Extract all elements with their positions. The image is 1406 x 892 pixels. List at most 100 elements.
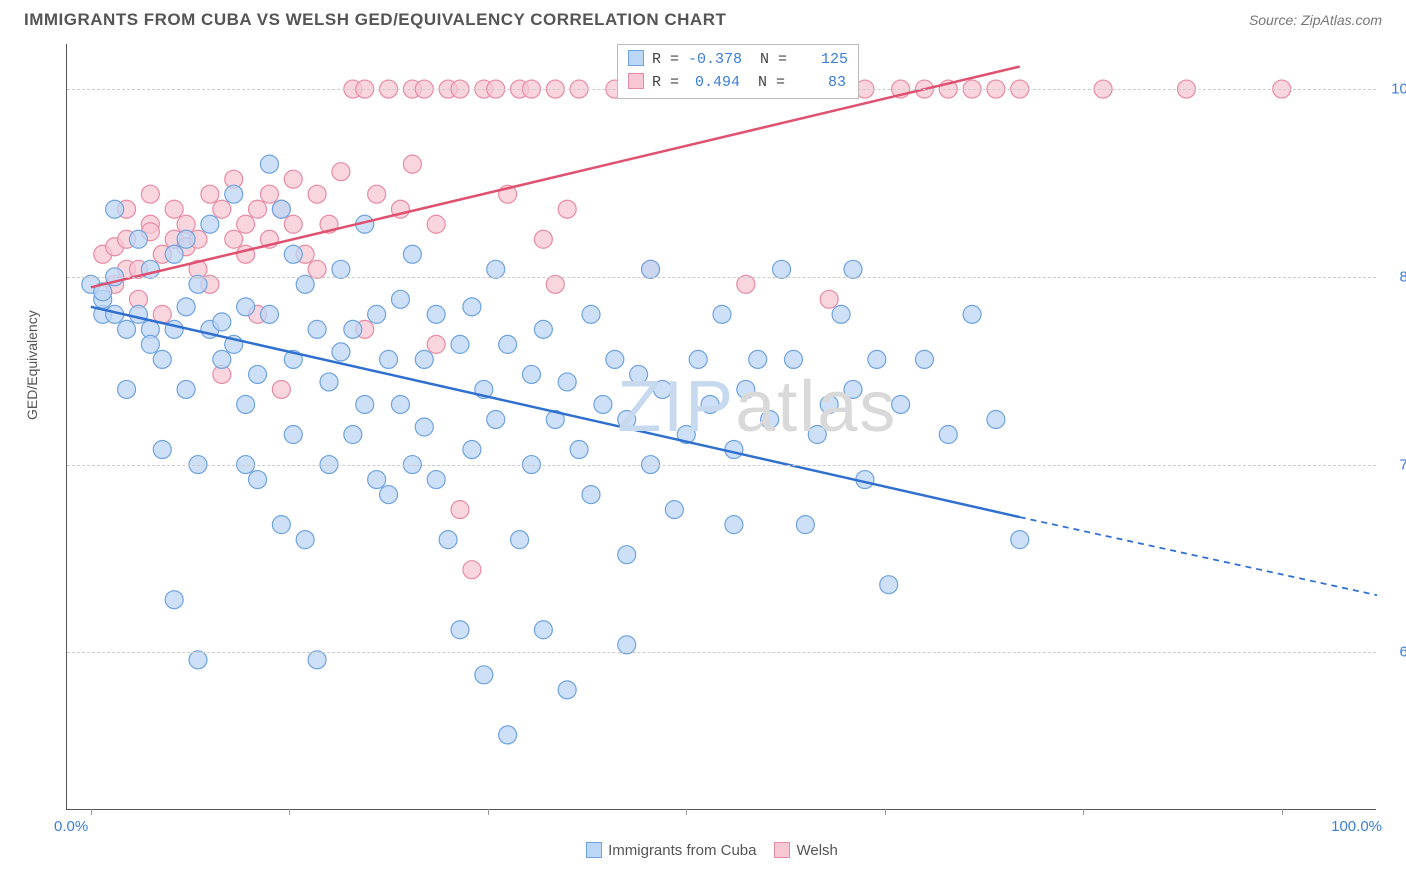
cuba-point <box>618 636 636 654</box>
cuba-point <box>118 320 136 338</box>
cuba-point <box>427 471 445 489</box>
x-tick-first: 0.0% <box>54 818 88 835</box>
cuba-point <box>284 426 302 444</box>
cuba-point <box>642 260 660 278</box>
cuba-point <box>784 350 802 368</box>
cuba-point <box>892 395 910 413</box>
scatter-plot-svg <box>67 44 1376 809</box>
cuba-point <box>475 666 493 684</box>
chart-title: IMMIGRANTS FROM CUBA VS WELSH GED/EQUIVA… <box>24 10 726 30</box>
cuba-point <box>177 380 195 398</box>
cuba-point <box>463 441 481 459</box>
cuba-point <box>308 320 326 338</box>
cuba-point <box>820 395 838 413</box>
cuba-point <box>915 350 933 368</box>
cuba-point <box>165 245 183 263</box>
cuba-point <box>451 621 469 639</box>
welsh-point <box>427 215 445 233</box>
welsh-point <box>403 155 421 173</box>
cuba-point <box>284 245 302 263</box>
cuba-point <box>868 350 886 368</box>
cuba-point <box>213 350 231 368</box>
cuba-point <box>415 418 433 436</box>
cuba-point <box>749 350 767 368</box>
welsh-point <box>427 335 445 353</box>
gridline-h <box>67 277 1376 278</box>
correlation-stats-box: R = -0.378 N = 125R = 0.494 N = 83 <box>617 44 859 99</box>
cuba-point <box>129 230 147 248</box>
cuba-point <box>689 350 707 368</box>
cuba-point <box>594 395 612 413</box>
cuba-point <box>368 305 386 323</box>
cuba-point <box>463 298 481 316</box>
cuba-point <box>129 305 147 323</box>
cuba-point <box>844 260 862 278</box>
welsh-point <box>332 163 350 181</box>
cuba-point <box>761 410 779 428</box>
cuba-point <box>356 395 374 413</box>
cuba-point <box>177 298 195 316</box>
cuba-point <box>808 426 826 444</box>
cuba-point <box>522 365 540 383</box>
cuba-point <box>249 365 267 383</box>
cuba-point <box>380 350 398 368</box>
gridline-h <box>67 465 1376 466</box>
cuba-point <box>630 365 648 383</box>
cuba-point <box>499 726 517 744</box>
welsh-point <box>820 290 838 308</box>
cuba-point <box>153 350 171 368</box>
x-tick-mark <box>1083 809 1084 815</box>
cuba-point <box>487 410 505 428</box>
x-tick-mark <box>91 809 92 815</box>
welsh-point <box>141 185 159 203</box>
cuba-point <box>380 486 398 504</box>
cuba-point <box>534 320 552 338</box>
cuba-point <box>118 380 136 398</box>
chart-source: Source: ZipAtlas.com <box>1249 12 1382 28</box>
cuba-point <box>832 305 850 323</box>
cuba-point <box>344 320 362 338</box>
cuba-point <box>665 501 683 519</box>
cuba-point <box>487 260 505 278</box>
legend: Immigrants from CubaWelsh <box>0 842 1406 859</box>
welsh-point <box>737 275 755 293</box>
cuba-point <box>606 350 624 368</box>
cuba-point <box>296 531 314 549</box>
cuba-point <box>201 215 219 233</box>
plot-area: R = -0.378 N = 125R = 0.494 N = 83 ZIPat… <box>66 44 1376 810</box>
welsh-point <box>546 275 564 293</box>
cuba-point <box>141 335 159 353</box>
cuba-point <box>773 260 791 278</box>
welsh-point <box>534 230 552 248</box>
cuba-point <box>403 245 421 263</box>
cuba-point <box>534 621 552 639</box>
welsh-point <box>558 200 576 218</box>
cuba-point <box>225 185 243 203</box>
cuba-point <box>213 313 231 331</box>
cuba-point <box>308 651 326 669</box>
cuba-point <box>260 305 278 323</box>
stats-row: R = -0.378 N = 125 <box>628 49 848 72</box>
cuba-trendline <box>91 307 1020 517</box>
x-tick-mark <box>289 809 290 815</box>
cuba-point <box>701 395 719 413</box>
y-tick-label: 62.5% <box>1382 644 1406 661</box>
x-tick-mark <box>686 809 687 815</box>
stats-row: R = 0.494 N = 83 <box>628 72 848 95</box>
welsh-point <box>451 501 469 519</box>
cuba-point <box>391 395 409 413</box>
cuba-point <box>963 305 981 323</box>
cuba-point <box>618 546 636 564</box>
welsh-point <box>260 185 278 203</box>
x-tick-mark <box>885 809 886 815</box>
cuba-trendline-extrapolated <box>1020 517 1377 595</box>
cuba-point <box>237 395 255 413</box>
welsh-point <box>368 185 386 203</box>
cuba-point <box>558 373 576 391</box>
chart-header: IMMIGRANTS FROM CUBA VS WELSH GED/EQUIVA… <box>0 0 1406 36</box>
cuba-point <box>260 155 278 173</box>
cuba-point <box>153 441 171 459</box>
cuba-point <box>582 305 600 323</box>
cuba-point <box>987 410 1005 428</box>
cuba-point <box>332 343 350 361</box>
